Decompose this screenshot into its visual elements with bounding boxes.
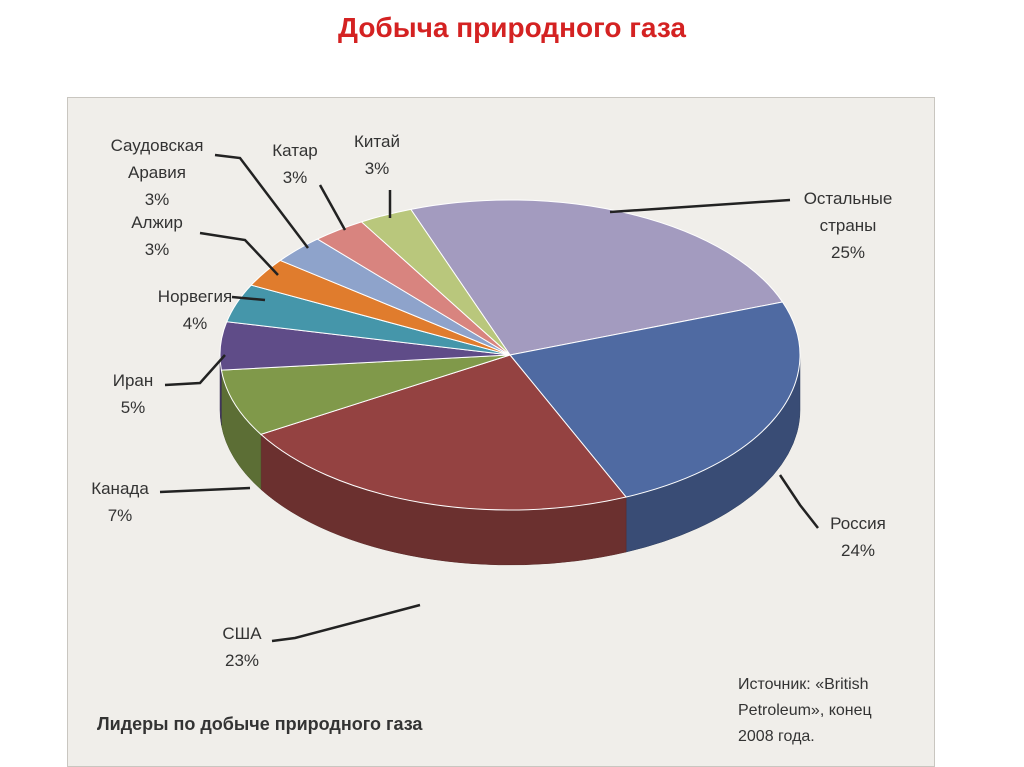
slice xyxy=(409,199,784,356)
category-label: Китай xyxy=(354,132,400,151)
category-label: Канада xyxy=(91,479,149,498)
slice-label: Остальные страны 25% xyxy=(788,185,908,266)
slice-label: Катар 3% xyxy=(225,137,365,191)
leader-line xyxy=(609,198,791,214)
leader-lines xyxy=(159,153,819,643)
pie xyxy=(219,199,801,566)
title: Добыча природного газа xyxy=(338,12,686,43)
leader-line xyxy=(199,231,279,276)
value-label: 3% xyxy=(282,168,308,187)
slice xyxy=(509,301,801,498)
value-label: 25% xyxy=(830,243,866,262)
category-label: Саудовская Аравия xyxy=(110,136,204,182)
category-label: Остальные страны xyxy=(803,189,893,235)
leader-line xyxy=(164,354,226,387)
leader-line xyxy=(271,603,421,643)
value-label: 5% xyxy=(120,398,146,417)
category-label: Алжир xyxy=(131,213,183,232)
slice xyxy=(220,354,511,435)
value-label: 7% xyxy=(107,506,133,525)
slice-label: Китай 3% xyxy=(307,128,447,182)
category-label: США xyxy=(222,624,262,643)
slice-label: Иран 5% xyxy=(63,367,203,421)
leader-line xyxy=(214,153,309,249)
value-label: 4% xyxy=(182,314,208,333)
slice xyxy=(259,354,627,511)
leader-line xyxy=(231,295,266,302)
slice-label: Канада 7% xyxy=(50,475,190,529)
slice xyxy=(360,208,511,356)
value-label: 24% xyxy=(840,541,876,560)
leader-line xyxy=(778,474,819,529)
slice-label: Алжир 3% xyxy=(87,209,227,263)
slice-label: США 23% xyxy=(172,620,312,674)
value-label: 3% xyxy=(364,159,390,178)
category-label: Норвегия xyxy=(157,287,233,306)
category-label: Россия xyxy=(830,514,886,533)
source-note: Источник: «British Petroleum», конец 200… xyxy=(738,676,872,745)
subtitle: Лидеры по добыче природного газа xyxy=(97,714,423,734)
value-label: 3% xyxy=(144,190,170,209)
value-label: 3% xyxy=(144,240,170,259)
leader-line xyxy=(159,486,251,494)
leader-line xyxy=(318,184,347,231)
slice-label: Саудовская Аравия 3% xyxy=(97,132,217,213)
category-label: Иран xyxy=(112,371,154,390)
value-label: 23% xyxy=(224,651,260,670)
slice-label: Норвегия 4% xyxy=(125,283,265,337)
category-label: Катар xyxy=(272,141,318,160)
slice-label: Россия 24% xyxy=(788,510,928,564)
